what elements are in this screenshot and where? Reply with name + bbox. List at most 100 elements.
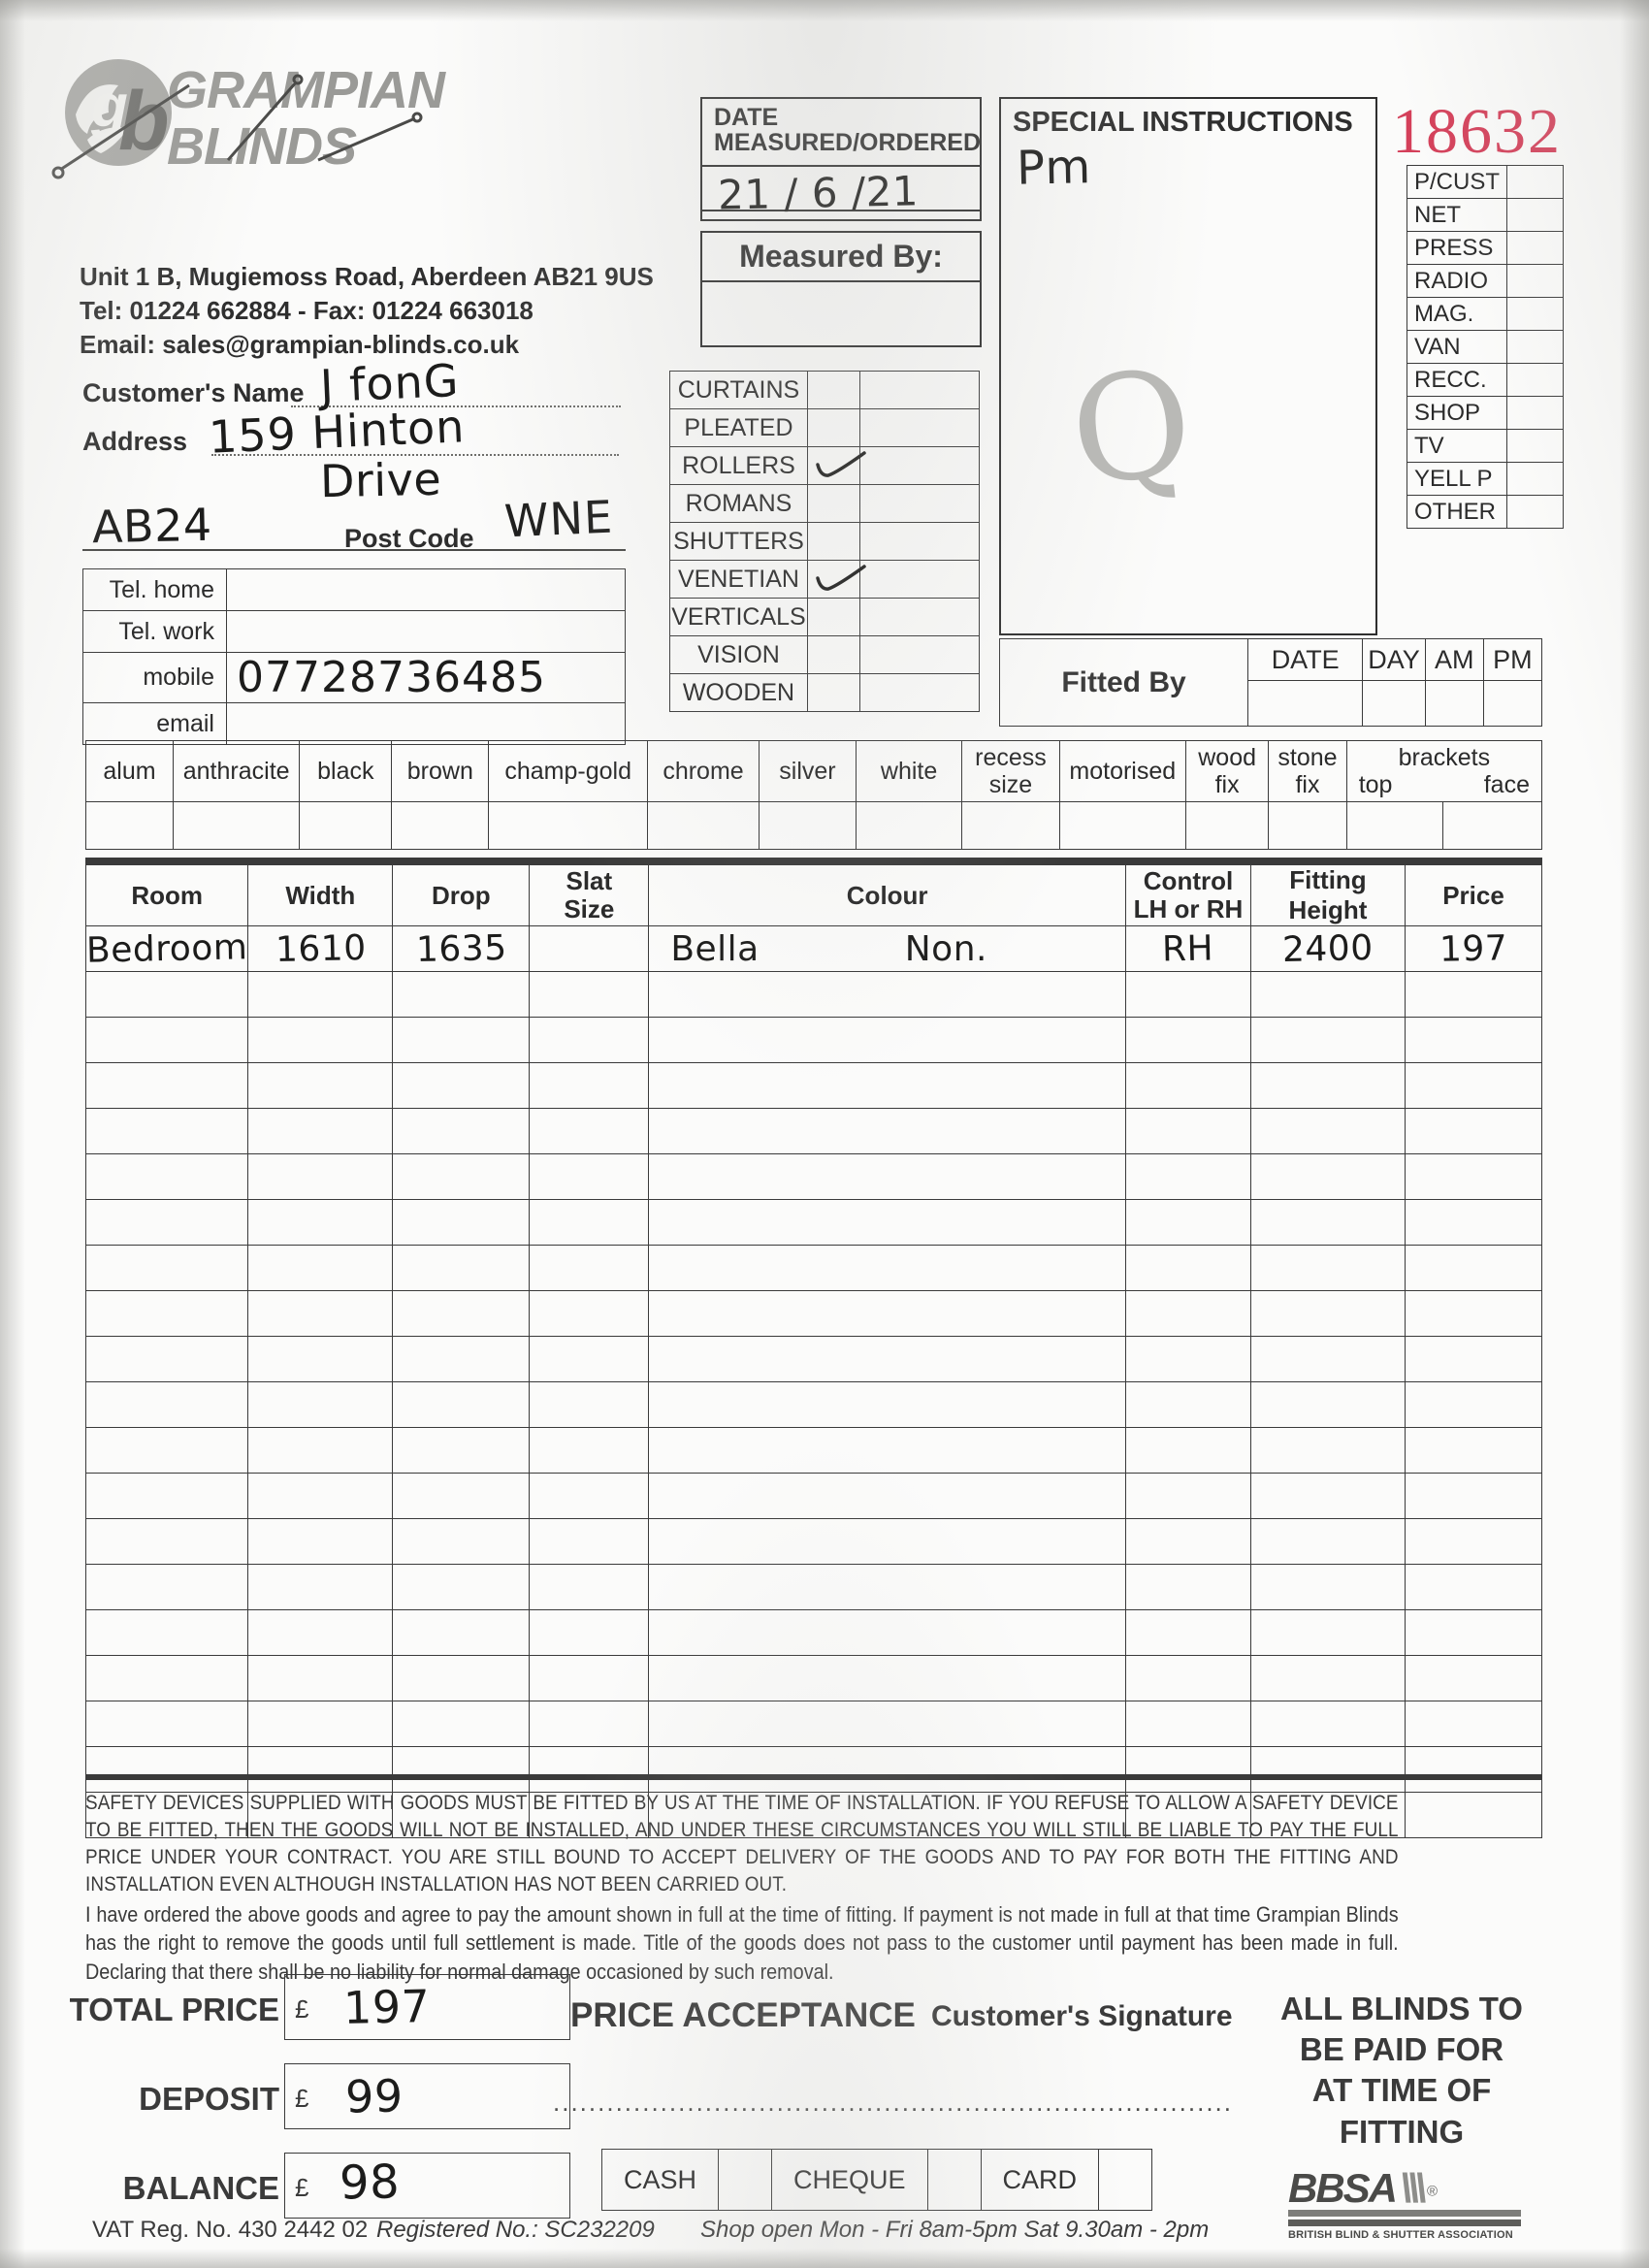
measure-cell-empty[interactable] (648, 1518, 1126, 1565)
option-value-motorised[interactable] (1058, 801, 1186, 850)
option-value-black[interactable] (299, 801, 393, 850)
measure-cell-empty[interactable] (529, 1609, 650, 1656)
source-value-mag[interactable] (1506, 297, 1564, 331)
measure-cell-empty[interactable] (1125, 1336, 1251, 1382)
totals-box-2[interactable]: £ 98 (284, 2153, 570, 2219)
measure-cell-empty[interactable] (648, 1655, 1126, 1701)
source-value-yellp[interactable] (1506, 462, 1564, 496)
measure-cell-empty[interactable] (392, 1518, 531, 1565)
measure-cell-empty[interactable] (392, 1701, 531, 1747)
measure-cell-empty[interactable] (1250, 1609, 1406, 1656)
measure-cell-empty[interactable] (84, 1427, 249, 1474)
measure-cell-empty[interactable] (84, 1655, 249, 1701)
measure-cell-empty[interactable] (529, 1017, 650, 1063)
payment-method-box-cheque[interactable] (926, 2149, 982, 2211)
source-value-net[interactable] (1506, 198, 1564, 232)
measure-cell-empty[interactable] (648, 1062, 1126, 1109)
measure-cell-empty[interactable] (1405, 1746, 1542, 1793)
measure-cell-empty[interactable] (392, 1427, 531, 1474)
measured-by-value[interactable] (702, 280, 980, 342)
product-type-tick-curtains[interactable] (806, 371, 860, 409)
measure-cell-empty[interactable] (84, 1701, 249, 1747)
measure-cell-empty[interactable] (84, 1062, 249, 1109)
measure-cell-empty[interactable] (648, 1245, 1126, 1291)
contact-value-1[interactable] (226, 610, 626, 653)
product-type-note-curtains[interactable] (858, 371, 981, 409)
measure-cell-empty[interactable] (247, 1062, 394, 1109)
measure-cell-empty[interactable] (247, 1564, 394, 1610)
measure-cell-fitting[interactable]: 2400 (1250, 925, 1406, 972)
measure-cell-empty[interactable] (529, 1746, 650, 1793)
measure-cell-empty[interactable] (1405, 971, 1542, 1018)
measure-cell-empty[interactable] (1125, 1609, 1251, 1656)
measure-cell-empty[interactable] (392, 1290, 531, 1337)
measure-cell-empty[interactable] (1405, 1017, 1542, 1063)
measure-cell-empty[interactable] (529, 1290, 650, 1337)
product-type-note-verticals[interactable] (858, 598, 981, 636)
measure-cell-empty[interactable] (1250, 1199, 1406, 1246)
measure-cell-empty[interactable] (648, 1427, 1126, 1474)
measure-cell-empty[interactable] (84, 1245, 249, 1291)
measure-cell-empty[interactable] (392, 1655, 531, 1701)
measure-cell-empty[interactable] (1125, 1746, 1251, 1793)
measure-cell-empty[interactable] (648, 1336, 1126, 1382)
measure-cell-empty[interactable] (84, 1017, 249, 1063)
option-value-brackets-face[interactable] (1442, 801, 1542, 850)
measure-cell-empty[interactable] (247, 1381, 394, 1428)
measure-cell-slat[interactable] (529, 925, 650, 972)
measure-cell-empty[interactable] (1250, 1108, 1406, 1154)
measure-cell-room[interactable]: Bedroom (84, 925, 249, 972)
fitted-by-value-pm[interactable] (1482, 680, 1543, 727)
measure-cell-empty[interactable] (1405, 1564, 1542, 1610)
measure-cell-empty[interactable] (247, 1609, 394, 1656)
measure-cell-empty[interactable] (1405, 1518, 1542, 1565)
product-type-tick-pleated[interactable] (806, 408, 860, 447)
measure-cell-empty[interactable] (392, 1062, 531, 1109)
measure-cell-drop[interactable]: 1635 (392, 925, 531, 972)
measure-cell-empty[interactable] (84, 1108, 249, 1154)
measure-cell-empty[interactable] (247, 971, 394, 1018)
customer-address-field[interactable] (211, 454, 619, 456)
measure-cell-empty[interactable] (84, 1473, 249, 1519)
measure-cell-width[interactable]: 1610 (247, 925, 394, 972)
measure-cell-empty[interactable] (648, 1701, 1126, 1747)
measure-cell-empty[interactable] (648, 1017, 1126, 1063)
measure-cell-empty[interactable] (392, 1336, 531, 1382)
measure-cell-empty[interactable] (84, 1199, 249, 1246)
measure-cell-empty[interactable] (1250, 1153, 1406, 1200)
product-type-tick-romans[interactable] (806, 484, 860, 523)
measure-cell-empty[interactable] (84, 1609, 249, 1656)
option-value-stone[interactable] (1268, 801, 1347, 850)
measure-cell-empty[interactable] (1125, 1199, 1251, 1246)
measure-cell-empty[interactable] (247, 1290, 394, 1337)
payment-method-box-card[interactable] (1098, 2149, 1153, 2211)
customer-name-field[interactable] (291, 405, 621, 407)
measure-cell-empty[interactable] (648, 971, 1126, 1018)
measure-cell-empty[interactable] (1125, 971, 1251, 1018)
fitted-by-value-date[interactable] (1247, 680, 1364, 727)
option-value-white[interactable] (855, 801, 963, 850)
measure-cell-empty[interactable] (1125, 1564, 1251, 1610)
source-value-other[interactable] (1506, 495, 1564, 529)
measure-cell-empty[interactable] (84, 1381, 249, 1428)
measure-cell-empty[interactable] (1125, 1062, 1251, 1109)
measure-cell-empty[interactable] (1405, 1473, 1542, 1519)
source-value-shop[interactable] (1506, 396, 1564, 430)
measure-cell-empty[interactable] (84, 1564, 249, 1610)
product-type-tick-wooden[interactable] (806, 673, 860, 712)
option-value-alum[interactable] (85, 801, 174, 850)
measure-cell-empty[interactable] (529, 1655, 650, 1701)
measure-cell-empty[interactable] (648, 1746, 1126, 1793)
measure-cell-empty[interactable] (84, 1290, 249, 1337)
measure-cell-empty[interactable] (529, 1245, 650, 1291)
measure-cell-empty[interactable] (529, 1427, 650, 1474)
measure-cell-empty[interactable] (529, 1701, 650, 1747)
measure-cell-empty[interactable] (1405, 1427, 1542, 1474)
measure-cell-empty[interactable] (1125, 1427, 1251, 1474)
measure-cell-empty[interactable] (392, 1108, 531, 1154)
measure-cell-empty[interactable] (648, 1609, 1126, 1656)
measure-cell-empty[interactable] (84, 1792, 249, 1838)
measure-cell-empty[interactable] (1405, 1381, 1542, 1428)
option-value-chrome[interactable] (646, 801, 760, 850)
measure-cell-empty[interactable] (529, 1381, 650, 1428)
